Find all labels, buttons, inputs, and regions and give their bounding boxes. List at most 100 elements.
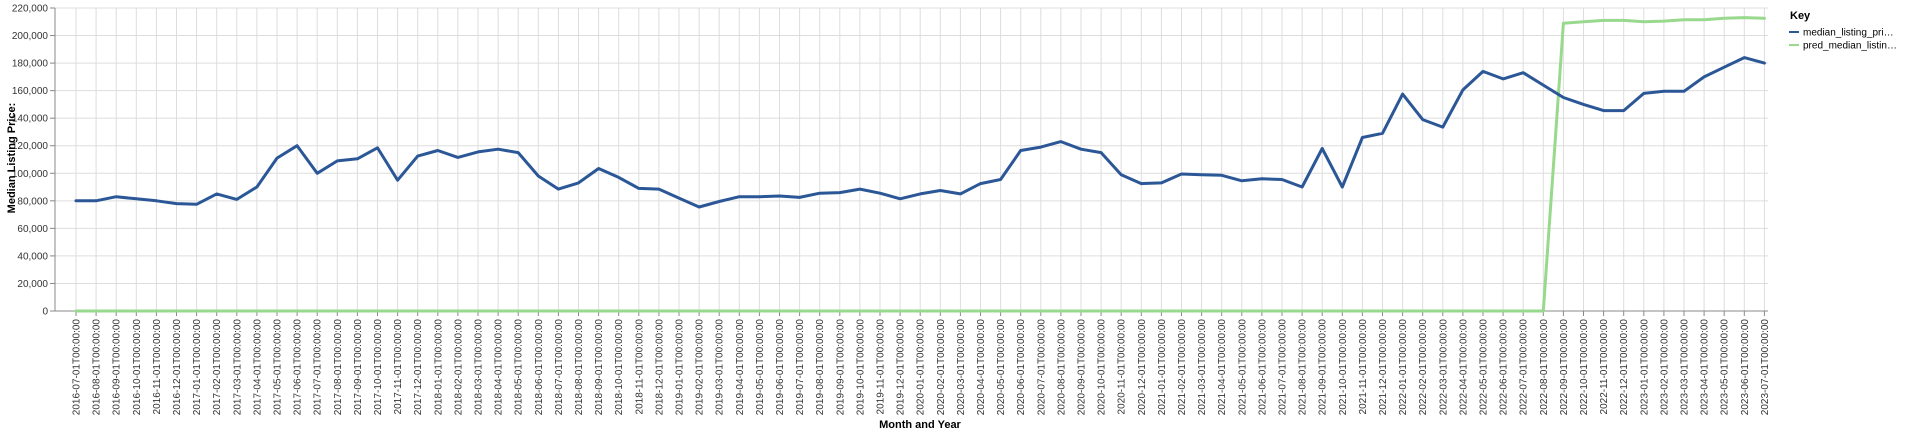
x-tick-label: 2021-04-01T00:00:00	[1217, 319, 1228, 416]
x-tick-label: 2022-11-01T00:00:00	[1599, 319, 1610, 415]
x-tick-label: 2023-04-01T00:00:00	[1700, 319, 1711, 416]
x-tick-label: 2020-11-01T00:00:00	[1117, 319, 1128, 415]
y-tick-label: 120,000	[12, 141, 49, 152]
x-tick-label: 2022-03-01T00:00:00	[1438, 319, 1449, 416]
y-tick-label: 160,000	[12, 86, 49, 97]
x-tick-label: 2020-05-01T00:00:00	[996, 319, 1007, 416]
x-tick-label: 2021-08-01T00:00:00	[1298, 319, 1309, 416]
y-tick-label: 0	[42, 307, 48, 318]
x-tick-label: 2018-09-01T00:00:00	[594, 319, 605, 416]
x-tick-label: 2021-09-01T00:00:00	[1318, 319, 1329, 416]
x-tick-label: 2020-06-01T00:00:00	[1016, 319, 1027, 416]
x-tick-label: 2022-12-01T00:00:00	[1619, 319, 1630, 416]
x-tick-label: 2021-01-01T00:00:00	[1157, 319, 1168, 416]
x-tick-label: 2022-02-01T00:00:00	[1418, 319, 1429, 416]
x-tick-label: 2022-06-01T00:00:00	[1499, 319, 1510, 416]
x-tick-label: 2017-12-01T00:00:00	[413, 319, 424, 416]
x-tick-label: 2023-03-01T00:00:00	[1680, 319, 1691, 416]
x-tick-label: 2018-10-01T00:00:00	[614, 319, 625, 416]
x-tick-label: 2022-07-01T00:00:00	[1519, 319, 1530, 416]
x-tick-label: 2021-03-01T00:00:00	[1197, 319, 1208, 416]
x-tick-label: 2023-01-01T00:00:00	[1639, 319, 1650, 416]
x-tick-label: 2017-06-01T00:00:00	[293, 319, 304, 416]
x-tick-label: 2019-06-01T00:00:00	[775, 319, 786, 416]
x-tick-label: 2017-02-01T00:00:00	[212, 319, 223, 416]
y-tick-label: 80,000	[17, 196, 48, 207]
x-tick-label: 2020-01-01T00:00:00	[916, 319, 927, 416]
y-axis-title: Median Listing Price:	[6, 103, 18, 214]
y-tick-label: 200,000	[12, 31, 49, 42]
x-tick-label: 2017-10-01T00:00:00	[373, 319, 384, 416]
x-tick-label: 2018-11-01T00:00:00	[634, 319, 645, 415]
y-axis: 0 20,000 40,000 60,000 80,000 100,000 120,000 1…	[12, 4, 56, 318]
x-tick-label: 2022-09-01T00:00:00	[1559, 319, 1570, 416]
x-tick-label: 2018-01-01T00:00:00	[433, 319, 444, 416]
legend-title: Key	[1790, 10, 1811, 22]
x-tick-label: 2016-10-01T00:00:00	[132, 319, 143, 416]
x-tick-label: 2016-07-01T00:00:00	[72, 319, 83, 416]
x-tick-label: 2020-04-01T00:00:00	[976, 319, 987, 416]
x-tick-label: 2018-07-01T00:00:00	[554, 319, 565, 416]
x-tick-label: 2016-12-01T00:00:00	[172, 319, 183, 416]
x-tick-label: 2022-08-01T00:00:00	[1539, 319, 1550, 416]
x-axis: 2016-07-01T00:00:00 2016-08-01T00:00:00 20…	[55, 310, 1771, 416]
x-tick-label: 2023-07-01T00:00:00	[1760, 319, 1771, 416]
x-tick-label: 2021-11-01T00:00:00	[1358, 319, 1369, 415]
x-tick-label: 2021-06-01T00:00:00	[1257, 319, 1268, 416]
x-tick-label: 2017-08-01T00:00:00	[333, 319, 344, 416]
y-tick-label: 40,000	[17, 251, 48, 262]
x-tick-label: 2021-07-01T00:00:00	[1278, 319, 1289, 416]
x-tick-label: 2018-04-01T00:00:00	[494, 319, 505, 416]
x-tick-label: 2020-03-01T00:00:00	[956, 319, 967, 416]
x-tick-label: 2019-10-01T00:00:00	[855, 319, 866, 416]
y-tick-label: 140,000	[12, 114, 49, 125]
x-tick-label: 2018-08-01T00:00:00	[574, 319, 585, 416]
x-tick-label: 2020-10-01T00:00:00	[1097, 319, 1108, 416]
x-tick-label: 2023-05-01T00:00:00	[1720, 319, 1731, 416]
x-tick-label: 2019-11-01T00:00:00	[876, 319, 887, 415]
x-tick-label: 2018-02-01T00:00:00	[453, 319, 464, 416]
x-tick-label: 2017-11-01T00:00:00	[393, 319, 404, 415]
x-tick-label: 2017-01-01T00:00:00	[192, 319, 203, 416]
x-tick-label: 2018-05-01T00:00:00	[514, 319, 525, 416]
x-tick-label: 2023-06-01T00:00:00	[1740, 319, 1751, 416]
x-tick-label: 2018-03-01T00:00:00	[474, 319, 485, 416]
x-tick-label: 2021-05-01T00:00:00	[1237, 319, 1248, 416]
x-tick-label: 2022-04-01T00:00:00	[1458, 319, 1469, 416]
x-tick-label: 2017-03-01T00:00:00	[232, 319, 243, 416]
x-tick-label: 2021-10-01T00:00:00	[1338, 319, 1349, 416]
x-tick-label: 2019-05-01T00:00:00	[755, 319, 766, 416]
series-line	[74, 16, 1766, 313]
grid	[55, 7, 1768, 312]
x-tick-label: 2018-06-01T00:00:00	[534, 319, 545, 416]
legend: Key median_listing_pri… pred_median_listi…	[1789, 10, 1897, 52]
x-tick-label: 2022-05-01T00:00:00	[1479, 319, 1490, 416]
legend-label: pred_median_listin…	[1803, 41, 1897, 52]
x-tick-label: 2020-07-01T00:00:00	[1036, 319, 1047, 416]
x-tick-label: 2016-08-01T00:00:00	[92, 319, 103, 416]
x-tick-label: 2021-02-01T00:00:00	[1177, 319, 1188, 416]
y-tick-label: 20,000	[17, 279, 48, 290]
x-tick-label: 2020-09-01T00:00:00	[1077, 319, 1088, 416]
x-tick-label: 2016-11-01T00:00:00	[152, 319, 163, 415]
x-tick-label: 2016-09-01T00:00:00	[112, 319, 123, 416]
y-tick-label: 220,000	[12, 4, 49, 15]
x-tick-label: 2017-07-01T00:00:00	[313, 319, 324, 416]
x-tick-label: 2019-01-01T00:00:00	[675, 319, 686, 416]
legend-label: median_listing_pri…	[1803, 28, 1894, 39]
x-tick-label: 2019-07-01T00:00:00	[795, 319, 806, 416]
x-tick-label: 2021-12-01T00:00:00	[1378, 319, 1389, 416]
x-tick-label: 2020-12-01T00:00:00	[1137, 319, 1148, 416]
x-tick-label: 2018-12-01T00:00:00	[654, 319, 665, 416]
x-tick-label: 2019-02-01T00:00:00	[695, 319, 706, 416]
series-lines	[74, 16, 1766, 313]
x-tick-label: 2022-10-01T00:00:00	[1579, 319, 1590, 416]
x-tick-label: 2019-08-01T00:00:00	[815, 319, 826, 416]
x-tick-label: 2019-12-01T00:00:00	[896, 319, 907, 416]
x-axis-title: Month and Year	[879, 419, 961, 431]
x-tick-label: 2017-09-01T00:00:00	[353, 319, 364, 416]
x-tick-label: 2022-01-01T00:00:00	[1398, 319, 1409, 416]
x-tick-label: 2017-04-01T00:00:00	[252, 319, 263, 416]
y-tick-label: 100,000	[12, 169, 49, 180]
